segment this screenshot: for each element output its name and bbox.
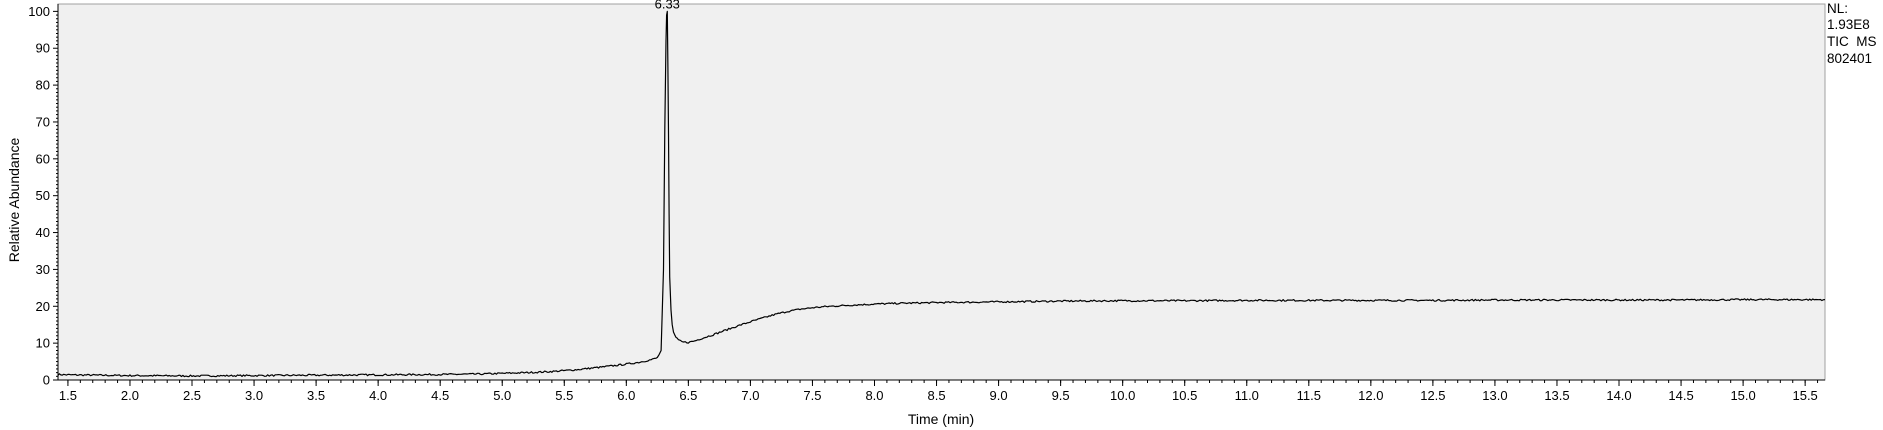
x-tick-label: 8.5	[927, 388, 945, 403]
x-tick-label: 15.0	[1730, 388, 1755, 403]
x-tick-label: 4.0	[369, 388, 387, 403]
info-panel: NL: 1.93E8 TIC MS 802401	[1827, 1, 1877, 66]
y-tick-label: 20	[36, 299, 50, 314]
x-tick-label: 7.5	[803, 388, 821, 403]
x-tick-label: 6.0	[617, 388, 635, 403]
x-tick-label: 13.5	[1544, 388, 1569, 403]
peak-label: 6.33	[655, 0, 680, 11]
info-file-id: 802401	[1827, 51, 1872, 66]
plot-background	[57, 3, 1826, 381]
y-tick-label: 10	[36, 336, 50, 351]
x-tick-label: 2.5	[183, 388, 201, 403]
x-tick-label: 1.5	[59, 388, 77, 403]
x-tick-label: 12.0	[1358, 388, 1383, 403]
x-tick-label: 3.0	[245, 388, 263, 403]
x-tick-label: 2.0	[121, 388, 139, 403]
tic-trace-line	[57, 10, 1826, 378]
x-tick-label: 11.5	[1297, 388, 1321, 403]
y-axis-title: Relative Abundance	[6, 138, 22, 263]
x-tick-label: 7.0	[741, 388, 759, 403]
x-tick-label: 5.0	[493, 388, 511, 403]
x-tick-label: 9.0	[990, 388, 1008, 403]
y-axis: 0 10 20 30 40 50 60 70 80 90 100	[28, 4, 59, 388]
x-tick-label: 6.5	[679, 388, 697, 403]
y-tick-label: 60	[36, 151, 50, 166]
x-tick-label: 5.5	[555, 388, 573, 403]
y-tick-label: 70	[36, 114, 50, 129]
y-tick-label: 40	[36, 225, 50, 240]
x-axis-title: Time (min)	[908, 411, 974, 427]
y-tick-label: 80	[36, 78, 50, 93]
x-tick-label: 13.0	[1482, 388, 1507, 403]
x-tick-label: 14.5	[1668, 388, 1693, 403]
plot-area	[57, 3, 1826, 381]
x-tick-label: 10.0	[1110, 388, 1135, 403]
info-nl-label: NL:	[1827, 1, 1848, 16]
x-tick-label: 15.5	[1792, 388, 1817, 403]
y-tick-label: 30	[36, 262, 50, 277]
x-tick-label: 11.0	[1235, 388, 1259, 403]
x-tick-label: 8.0	[865, 388, 883, 403]
y-tick-label: 100	[28, 4, 50, 19]
info-nl-value: 1.93E8	[1827, 17, 1870, 32]
x-tick-label: 12.5	[1420, 388, 1445, 403]
x-tick-label: 9.5	[1052, 388, 1070, 403]
x-tick-label: 14.0	[1606, 388, 1631, 403]
x-tick-label: 10.5	[1172, 388, 1197, 403]
x-tick-label: 3.5	[307, 388, 325, 403]
y-tick-label: 90	[36, 41, 50, 56]
y-tick-label: 50	[36, 188, 50, 203]
x-tick-label: 4.5	[431, 388, 449, 403]
info-scan-type: TIC MS	[1827, 34, 1877, 49]
y-tick-label: 0	[43, 373, 50, 388]
x-axis: 1.5 2.0 2.5 3.0 3.5 4.0 4.5 5.0 5.5 6.0 6.5 7.0 7.5 8…	[58, 379, 1825, 403]
